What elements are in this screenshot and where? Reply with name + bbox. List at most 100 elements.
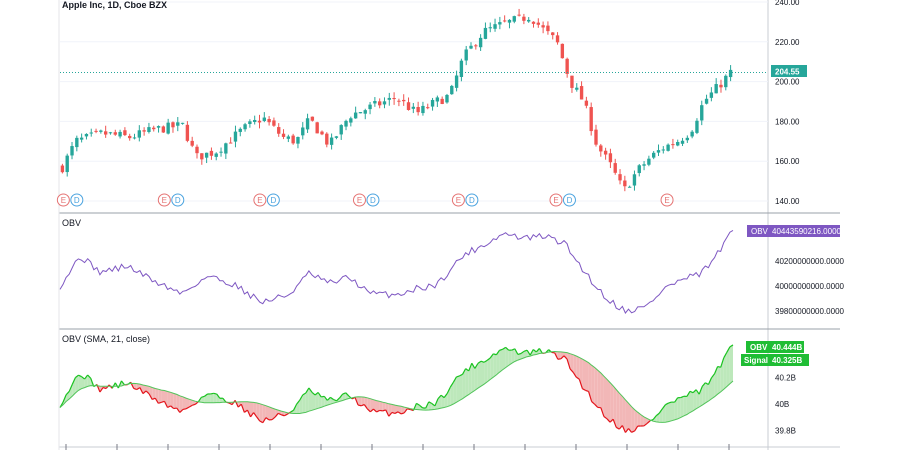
candle-body	[368, 105, 371, 109]
obv-line	[60, 230, 733, 313]
candle-body	[287, 136, 290, 138]
candle-body	[354, 113, 357, 119]
candle-body	[662, 149, 665, 150]
candle-body	[590, 107, 593, 131]
candle-body	[344, 121, 347, 127]
candle-body	[301, 127, 304, 135]
sma-fill-segment	[582, 359, 585, 390]
candle-body	[224, 143, 227, 153]
sma-fill-segment	[321, 396, 324, 407]
sma-fill-segment	[484, 360, 487, 384]
sma-fill-segment	[211, 393, 214, 403]
candle-body	[99, 131, 102, 132]
candle-body	[181, 123, 184, 124]
candle-body	[551, 32, 554, 35]
candle-body	[686, 138, 689, 140]
candle-body	[614, 163, 617, 173]
earnings-marker-label: E	[357, 196, 362, 205]
candle-body	[436, 97, 439, 101]
candle-body	[580, 86, 583, 99]
dividend-marker-label: D	[74, 196, 80, 205]
price-tick-label: 200.00	[775, 78, 800, 87]
sma-fill-segment	[161, 390, 164, 402]
dividend-marker-label: D	[270, 196, 276, 205]
sma-fill-segment	[269, 407, 272, 420]
candle-body	[186, 125, 189, 141]
sma-fill-segment	[478, 361, 481, 388]
candlestick-series	[61, 9, 733, 191]
candle-body	[700, 105, 703, 120]
obv-axis-ticks: 40200000000.000040000000000.000039800000…	[775, 257, 845, 316]
candle-body	[690, 132, 693, 137]
candle-body	[503, 20, 506, 21]
candle-body	[532, 22, 535, 24]
sma-fill-segment	[487, 358, 490, 382]
candle-body	[229, 143, 232, 144]
sma-fill-segment	[586, 361, 589, 392]
sma-fill-segment	[576, 356, 579, 379]
price-tick-label: 160.00	[775, 157, 800, 166]
candle-body	[652, 153, 655, 158]
candle-body	[714, 84, 717, 93]
candle-body	[123, 130, 126, 135]
candle-body	[104, 131, 107, 134]
sma-fill-segment	[616, 390, 619, 430]
candle-body	[541, 25, 544, 27]
sma-fill-segment	[598, 370, 601, 407]
price-chart-title: Apple Inc, 1D, Cboe BZX	[62, 0, 167, 10]
dividend-marker-label: D	[567, 196, 573, 205]
candle-body	[243, 124, 246, 129]
candle-body	[335, 136, 338, 138]
candle-body	[291, 136, 294, 144]
candle-body	[397, 101, 400, 102]
sma-obv-badge-label: OBV	[750, 343, 768, 352]
candle-body	[267, 119, 270, 122]
candle-body	[296, 137, 299, 144]
candle-body	[465, 49, 468, 60]
sma-fill-segment	[665, 403, 668, 422]
sma-fill-segment	[358, 397, 361, 406]
candle-body	[537, 23, 540, 25]
candle-body	[513, 16, 516, 22]
candle-body	[498, 22, 501, 24]
candle-body	[234, 132, 237, 142]
candle-body	[565, 59, 568, 74]
candle-body	[118, 132, 121, 137]
earnings-marker-label: E	[61, 196, 66, 205]
candle-body	[402, 100, 405, 101]
candle-body	[94, 131, 97, 132]
sma-fill-segment	[208, 394, 211, 403]
earnings-marker-label: E	[664, 196, 669, 205]
candle-body	[248, 121, 251, 124]
sma-fill-segment	[607, 379, 610, 422]
sma-fill-segment	[456, 376, 459, 402]
sma-tick-label: 40B	[775, 400, 789, 409]
candle-body	[666, 145, 669, 151]
candle-body	[311, 117, 314, 121]
candle-body	[142, 130, 145, 131]
candle-body	[426, 107, 429, 108]
candle-body	[392, 98, 395, 99]
candle-body	[618, 174, 621, 180]
sma-fill-segment	[684, 396, 687, 416]
candle-body	[460, 61, 463, 77]
sma-obv-line-segment	[183, 409, 186, 410]
candle-body	[349, 118, 352, 122]
candle-body	[479, 38, 482, 47]
candle-body	[282, 134, 285, 137]
candle-body	[85, 134, 88, 136]
candle-body	[455, 76, 458, 88]
sma-fill-segment	[619, 393, 622, 429]
candle-body	[719, 85, 722, 88]
price-tick-label: 240.00	[775, 0, 800, 7]
sma-fill-areas	[60, 345, 733, 433]
candle-body	[383, 101, 386, 104]
sma-fill-segment	[705, 383, 708, 403]
candle-body	[133, 137, 136, 138]
price-tick-label: 220.00	[775, 38, 800, 47]
sma-fill-segment	[78, 375, 81, 390]
candle-body	[445, 95, 448, 102]
candle-body	[585, 101, 588, 106]
candle-body	[604, 151, 607, 155]
candle-body	[594, 130, 597, 145]
